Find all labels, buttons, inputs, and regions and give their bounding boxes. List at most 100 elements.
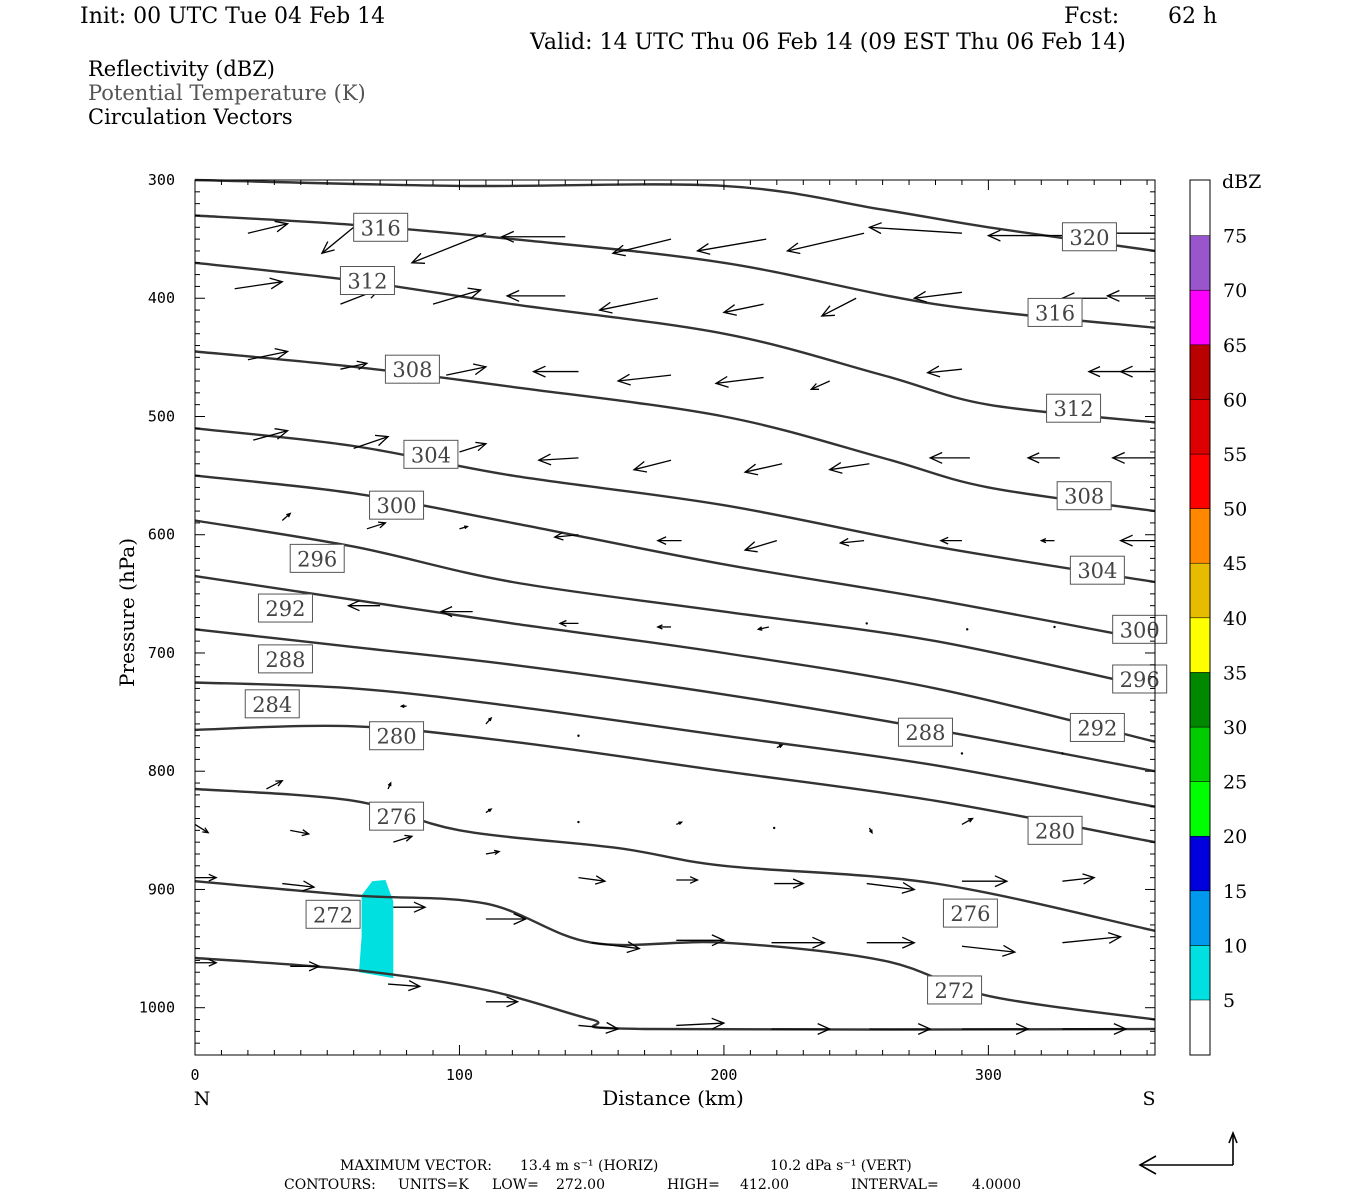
circulation-vector xyxy=(577,734,580,737)
contour-label: 300 xyxy=(1120,618,1160,642)
contour-label-box xyxy=(384,354,440,384)
circulation-vector xyxy=(439,606,473,618)
colorbar-tick-label: 45 xyxy=(1223,553,1247,575)
circulation-vector xyxy=(771,936,826,949)
y-tick-label: 800 xyxy=(148,762,175,780)
contour-label: 304 xyxy=(411,443,451,467)
colorbar-tick-label: 65 xyxy=(1223,335,1247,357)
circulation-vector xyxy=(632,459,672,473)
circulation-vector xyxy=(346,600,381,612)
colorbar-tick-label: 50 xyxy=(1223,499,1247,521)
colorbar: 5 10 15 20 25 30 35 40 45 50 55 60 65 70 75 dBZ xyxy=(1189,171,1261,1056)
contour-label-box xyxy=(897,717,953,747)
axes: 300 400 500 600 700 800 900 1000 0 100 200 300 N S Dis… xyxy=(115,171,1156,1110)
contour-label-box xyxy=(1061,222,1117,252)
isentrope-292 xyxy=(194,574,1156,743)
contour-label-box xyxy=(1027,297,1083,327)
isentrope-304 xyxy=(194,427,1156,584)
circulation-vector xyxy=(928,451,970,464)
reflectivity-region xyxy=(359,880,394,979)
circulation-vector xyxy=(1119,365,1155,378)
circulation-vector xyxy=(290,829,311,837)
circulation-vector xyxy=(743,540,778,553)
circulation-vector xyxy=(772,826,776,830)
y-tick-label: 300 xyxy=(148,171,175,189)
colorbar-swatch xyxy=(1189,781,1211,837)
circulation-vector xyxy=(578,1021,620,1034)
isentrope-276 xyxy=(194,787,1156,932)
circulation-vector xyxy=(393,834,414,843)
field-label-vectors: Circulation Vectors xyxy=(88,105,293,129)
circulation-vector xyxy=(1105,289,1155,302)
circulation-vector xyxy=(591,941,641,954)
circulation-vector xyxy=(1062,873,1096,885)
contour-label-box xyxy=(289,543,345,573)
circulation-vector xyxy=(961,1023,1030,1035)
circulation-vector xyxy=(1062,1023,1128,1035)
circulation-vector xyxy=(282,880,316,892)
circulation-vector xyxy=(558,619,579,627)
colorbar-swatch xyxy=(1189,508,1211,564)
colorbar-tick-label: 55 xyxy=(1223,444,1247,466)
circulation-vector xyxy=(656,536,682,545)
colorbar-swatch xyxy=(1189,835,1211,892)
y-tick-label: 900 xyxy=(148,880,175,898)
contour-label: 280 xyxy=(376,725,416,749)
contour-label-box xyxy=(369,721,425,751)
circulation-vector xyxy=(866,882,916,894)
circulation-vector xyxy=(771,1023,832,1035)
circulation-vector xyxy=(1061,752,1064,755)
contour-label: 316 xyxy=(361,216,401,240)
isentrope-272 xyxy=(194,880,1156,1021)
colorbar-swatch xyxy=(1189,672,1211,728)
circulation-vector xyxy=(676,934,726,947)
isentrope-280 xyxy=(194,724,1156,844)
circulation-vector xyxy=(388,980,422,992)
x-tick-label: 0 xyxy=(190,1066,199,1084)
field-label-theta: Potential Temperature (K) xyxy=(88,81,366,105)
circulation-vector xyxy=(598,297,658,314)
circulation-vector xyxy=(939,536,962,545)
contour-label-box xyxy=(353,212,409,242)
colorbar-tick-label: 20 xyxy=(1223,826,1247,848)
contour-label-box xyxy=(369,801,425,831)
circulation-vector xyxy=(785,232,865,255)
contour-label: 288 xyxy=(905,721,945,745)
circulation-vector xyxy=(868,827,873,835)
circulation-vector xyxy=(253,428,290,441)
circulation-vector xyxy=(553,531,579,541)
circulation-vector xyxy=(432,287,483,305)
contour-high-label: HIGH= xyxy=(667,1177,720,1193)
circulation-vector xyxy=(353,434,390,450)
contour-label: 316 xyxy=(1035,301,1075,325)
colorbar-swatch xyxy=(1189,289,1211,346)
circulation-vector xyxy=(961,817,974,825)
contour-label: 272 xyxy=(935,979,975,1003)
colorbar-swatch xyxy=(1189,726,1211,782)
circulation-vector xyxy=(776,744,784,749)
contour-label: 292 xyxy=(265,597,305,621)
circulation-vector xyxy=(774,878,805,889)
isentrope-268 xyxy=(194,956,1156,1031)
isentrope-296 xyxy=(194,519,1156,690)
circulation-vector xyxy=(485,808,493,814)
max-vector-vert: 10.2 dPa s⁻¹ (VERT) xyxy=(770,1158,912,1174)
contour-label-box xyxy=(257,593,313,623)
contour-label: 276 xyxy=(376,805,416,829)
colorbar-tick-label: 25 xyxy=(1223,772,1247,794)
colorbar-swatch xyxy=(1189,399,1211,455)
circulation-vector xyxy=(961,875,1009,888)
circulation-vector xyxy=(1053,625,1056,629)
circulation-vector xyxy=(505,289,566,302)
contour-label-box xyxy=(942,898,998,928)
contour-label-box xyxy=(1056,481,1112,511)
init-time: Init: 00 UTC Tue 04 Feb 14 xyxy=(80,4,386,29)
contour-label: 296 xyxy=(297,547,337,571)
colorbar-swatch xyxy=(1189,617,1211,673)
circulation-vector xyxy=(865,622,868,625)
y-tick-label: 500 xyxy=(148,407,175,425)
contour-label-box xyxy=(403,439,459,469)
circulation-vector xyxy=(399,704,407,709)
y-tick-label: 400 xyxy=(148,289,175,307)
colorbar-tick-label: 10 xyxy=(1223,935,1247,957)
